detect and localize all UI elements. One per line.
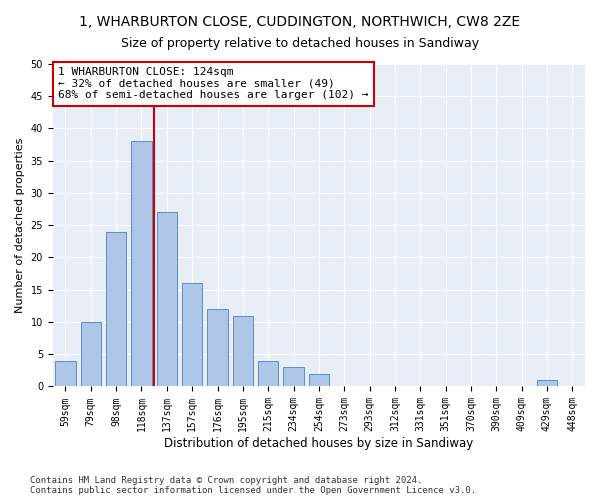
Bar: [537, 380, 557, 386]
Bar: [283, 367, 304, 386]
Text: 1, WHARBURTON CLOSE, CUDDINGTON, NORTHWICH, CW8 2ZE: 1, WHARBURTON CLOSE, CUDDINGTON, NORTHWI…: [79, 15, 521, 29]
Bar: [258, 360, 278, 386]
Bar: [80, 322, 101, 386]
Bar: [233, 316, 253, 386]
Bar: [182, 284, 202, 387]
X-axis label: Distribution of detached houses by size in Sandiway: Distribution of detached houses by size …: [164, 437, 473, 450]
Bar: [309, 374, 329, 386]
Text: Contains HM Land Registry data © Crown copyright and database right 2024.
Contai: Contains HM Land Registry data © Crown c…: [30, 476, 476, 495]
Text: Size of property relative to detached houses in Sandiway: Size of property relative to detached ho…: [121, 38, 479, 51]
Y-axis label: Number of detached properties: Number of detached properties: [15, 138, 25, 313]
Bar: [131, 142, 152, 386]
Bar: [55, 360, 76, 386]
Text: 1 WHARBURTON CLOSE: 124sqm
← 32% of detached houses are smaller (49)
68% of semi: 1 WHARBURTON CLOSE: 124sqm ← 32% of deta…: [58, 67, 368, 100]
Bar: [157, 212, 177, 386]
Bar: [208, 309, 227, 386]
Bar: [106, 232, 126, 386]
